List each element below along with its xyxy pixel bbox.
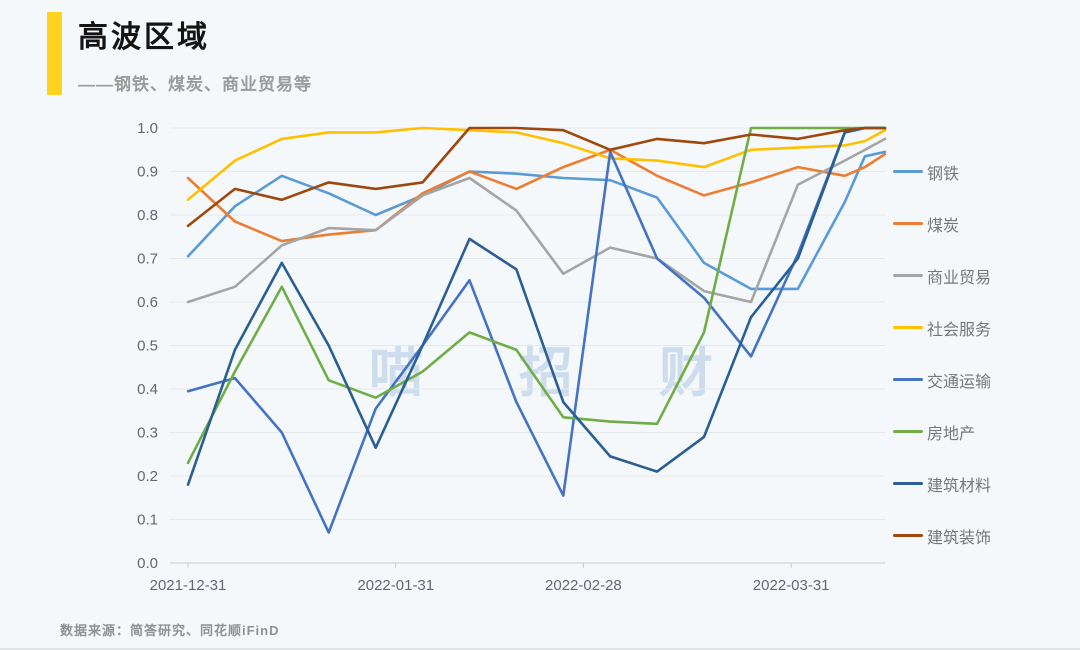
x-axis-label: 2022-01-31 [357, 577, 434, 594]
legend-item-coal[interactable]: 煤炭 [893, 212, 1053, 235]
series-line-social-services [186, 126, 887, 202]
title-accent-bar [47, 12, 62, 95]
series-line-building-decoration [186, 126, 887, 228]
y-axis-label: 0.0 [137, 555, 158, 572]
legend-swatch-building-decoration [893, 534, 923, 537]
series-line-transportation [186, 126, 887, 534]
legend-item-transportation[interactable]: 交通运输 [893, 368, 1053, 391]
y-axis-label: 0.5 [137, 338, 158, 355]
y-axis-label: 0.7 [137, 251, 158, 268]
series-line-building-materials [186, 126, 887, 487]
legend-item-building-decoration[interactable]: 建筑装饰 [893, 524, 1053, 547]
legend-label-commerce-trade: 商业贸易 [927, 269, 992, 287]
legend-swatch-commerce-trade [893, 274, 923, 277]
legend-label-building-decoration: 建筑装饰 [927, 529, 992, 547]
legend-swatch-building-materials [893, 482, 923, 485]
legend-label-real-estate: 房地产 [927, 425, 976, 443]
series-line-commerce-trade [186, 137, 887, 304]
y-axis-label: 0.4 [137, 381, 158, 398]
data-source-note: 数据来源：简答研究、同花顺iFinD [60, 623, 280, 638]
series-line-real-estate [186, 126, 887, 465]
y-axis-label: 0.2 [137, 468, 158, 485]
y-axis-label: 0.9 [137, 164, 158, 181]
y-axis-label: 0.6 [137, 294, 158, 311]
page-subtitle: ——钢铁、煤炭、商业贸易等 [78, 75, 312, 94]
chart-legend: 钢铁煤炭商业贸易社会服务交通运输房地产建筑材料建筑装饰 [893, 160, 1053, 576]
legend-label-transportation: 交通运输 [927, 373, 992, 391]
x-axis-label: 2021-12-31 [150, 577, 227, 594]
legend-label-steel: 钢铁 [927, 165, 960, 183]
x-axis-label: 2022-03-31 [753, 577, 830, 594]
legend-item-steel[interactable]: 钢铁 [893, 160, 1053, 183]
y-axis-label: 1.0 [137, 120, 158, 137]
page-title: 高波区域 [78, 21, 210, 54]
legend-label-building-materials: 建筑材料 [927, 477, 992, 495]
x-axis-label: 2022-02-28 [545, 577, 622, 594]
y-axis-label: 0.3 [137, 425, 158, 442]
y-axis-label: 0.1 [137, 512, 158, 529]
legend-item-commerce-trade[interactable]: 商业贸易 [893, 264, 1053, 287]
legend-swatch-social-services [893, 326, 923, 329]
series-line-coal [186, 148, 887, 243]
legend-label-coal: 煤炭 [927, 217, 960, 235]
legend-swatch-transportation [893, 378, 923, 381]
legend-item-social-services[interactable]: 社会服务 [893, 316, 1053, 339]
legend-swatch-real-estate [893, 430, 923, 433]
legend-swatch-steel [893, 170, 923, 173]
legend-item-building-materials[interactable]: 建筑材料 [893, 472, 1053, 495]
legend-swatch-coal [893, 222, 923, 225]
y-axis-label: 0.8 [137, 207, 158, 224]
legend-item-real-estate[interactable]: 房地产 [893, 420, 1053, 443]
legend-label-social-services: 社会服务 [927, 321, 992, 339]
